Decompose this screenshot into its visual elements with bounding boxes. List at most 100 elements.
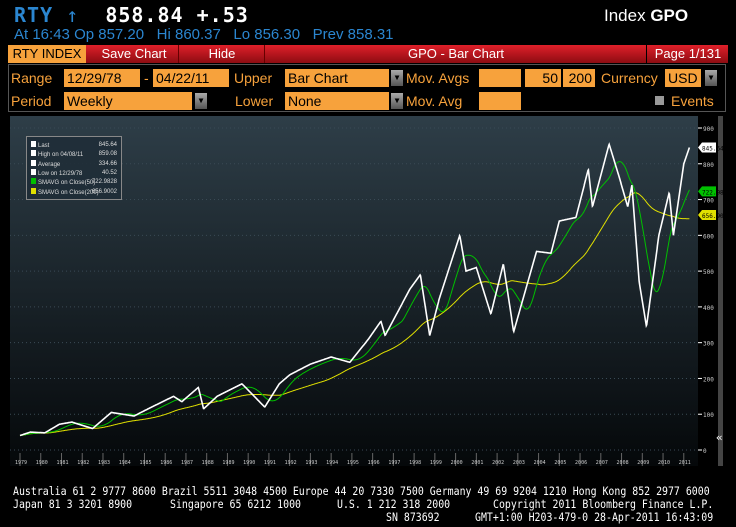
sma50-line — [19, 161, 690, 436]
scrollbar[interactable] — [718, 116, 723, 466]
range-label: Range — [11, 70, 53, 86]
y-tick-label: 300 — [703, 341, 714, 348]
legend-item: High on 04/08/11 859.08 — [31, 150, 117, 159]
x-tick-label: 1994 — [326, 460, 338, 466]
legend-item: Low on 12/29/78 40.52 — [31, 168, 117, 178]
mov-avg-3-input[interactable]: 200 — [563, 69, 595, 87]
lower-label: Lower — [235, 93, 274, 109]
chevron-down-icon[interactable]: ▼ — [195, 93, 207, 109]
x-tick-label: 1984 — [119, 460, 131, 466]
lower-select[interactable]: None — [285, 92, 389, 110]
x-tick-label: 1995 — [347, 460, 359, 466]
y-tick-label: 0 — [703, 448, 707, 455]
sma200-tag-text: 656.90 — [702, 213, 724, 220]
y-tick-label: 500 — [703, 269, 714, 276]
x-tick-label: 2007 — [596, 460, 608, 466]
quote-time: At 16:43 — [14, 26, 70, 43]
legend-value: 656.9002 — [91, 188, 117, 195]
footer-line-1: Australia 61 2 9777 8600 Brazil 5511 304… — [13, 484, 710, 498]
x-tick-label: 2009 — [637, 460, 649, 466]
net-change: +.53 — [196, 3, 249, 27]
legend-value: 334.66 — [98, 160, 117, 167]
x-tick-label: 1979 — [15, 460, 27, 466]
mov-avg-input[interactable] — [479, 92, 521, 110]
x-tick-label: 2002 — [492, 460, 504, 466]
last-price-tag-text: 845.64 — [702, 145, 724, 152]
sma50-tag: 722.98 — [698, 186, 724, 197]
price-line — [19, 142, 691, 437]
last-price-tag: 845.64 — [698, 142, 724, 153]
y-tick-label: 200 — [703, 376, 714, 383]
quote-open: Op 857.20 — [74, 26, 145, 43]
x-tick-label: 1980 — [36, 460, 48, 466]
legend-value: 859.08 — [98, 151, 117, 158]
legend-item: Average 334.66 — [31, 159, 117, 169]
x-tick-label: 1986 — [160, 460, 172, 466]
toolbar: RTY INDEX Save Chart Hide GPO - Bar Char… — [8, 45, 728, 63]
chevron-down-icon[interactable]: ▼ — [391, 93, 403, 109]
period-label: Period — [11, 93, 52, 109]
x-tick-label: 1992 — [285, 460, 297, 466]
mov-avgs-label: Mov. Avgs — [406, 70, 470, 86]
mov-avg-2-input[interactable]: 50 — [525, 69, 561, 87]
x-tick-label: 2000 — [451, 460, 463, 466]
legend-swatch — [31, 150, 36, 157]
sma50-tag-text: 722.98 — [702, 189, 724, 196]
legend-value: 40.52 — [101, 169, 117, 176]
y-tick-label: 400 — [703, 305, 714, 312]
upper-select[interactable]: Bar Chart — [285, 69, 389, 87]
legend-swatch — [31, 168, 36, 175]
range-separator: - — [144, 70, 149, 86]
quote-low: Lo 856.30 — [233, 26, 301, 43]
x-tick-label: 1999 — [430, 460, 442, 466]
ticker: RTY — [14, 3, 54, 27]
mov-avg-1-input[interactable] — [479, 69, 521, 87]
x-tick-label: 2004 — [534, 460, 546, 466]
legend-value: 845.64 — [98, 142, 117, 148]
legend-item: SMAVG on Close(200) 656.9002 — [31, 187, 117, 197]
chart-title: GPO - Bar Chart — [407, 46, 505, 61]
range-end-input[interactable]: 04/22/11 — [153, 69, 229, 87]
x-tick-label: 1990 — [243, 460, 255, 466]
chevron-down-icon[interactable]: ▼ — [705, 70, 717, 86]
currency-select[interactable]: USD — [665, 69, 701, 87]
sma50-tag-bg — [698, 186, 716, 197]
events-checkbox[interactable] — [655, 96, 664, 105]
x-tick-label: 1998 — [409, 460, 421, 466]
last-price: 858.84 — [105, 3, 184, 27]
last-price-tag-bg — [698, 142, 716, 153]
legend-swatch — [31, 178, 36, 185]
save-chart-button[interactable]: Save Chart — [90, 45, 179, 63]
function-label: Index — [604, 6, 646, 25]
x-tick-label: 1985 — [139, 460, 151, 466]
legend-swatch — [31, 187, 36, 194]
events-label: Events — [671, 93, 714, 109]
x-tick-label: 1987 — [181, 460, 193, 466]
x-tick-label: 1996 — [368, 460, 380, 466]
legend-label: SMAVG on Close(200) — [38, 189, 99, 196]
footer-singapore: Singapore 65 6212 1000 — [170, 497, 302, 511]
legend-label: Last — [38, 143, 50, 149]
quote-header: RTY ↑ 858.84 +.53 — [14, 3, 249, 27]
x-tick-label: 1983 — [98, 460, 110, 466]
legend-swatch — [31, 141, 36, 147]
x-tick-label: 1982 — [77, 460, 89, 466]
security-button[interactable]: RTY INDEX — [8, 45, 86, 63]
x-tick-label: 2001 — [471, 460, 483, 466]
hide-button[interactable]: Hide — [180, 45, 265, 63]
page-indicator[interactable]: Page 1/131 — [646, 45, 729, 63]
chevron-down-icon[interactable]: ▼ — [391, 70, 403, 86]
collapse-icon[interactable]: « — [716, 431, 723, 444]
period-select[interactable]: Weekly — [64, 92, 192, 110]
controls-panel: Range 12/29/78 - 04/22/11 Upper Bar Char… — [8, 64, 726, 112]
currency-label: Currency — [601, 70, 658, 86]
x-tick-label: 2005 — [554, 460, 566, 466]
y-tick-label: 700 — [703, 198, 714, 205]
footer-serial: SN 873692 — [386, 510, 440, 524]
footer-us: U.S. 1 212 318 2000 — [337, 497, 451, 511]
x-tick-label: 2006 — [575, 460, 587, 466]
range-start-input[interactable]: 12/29/78 — [64, 69, 140, 87]
x-tick-label: 1997 — [388, 460, 400, 466]
price-chart: « 1979 1980 1981 1982 1983 1984 1985 1986 1987 19… — [10, 116, 724, 466]
y-tick-label: 600 — [703, 233, 714, 240]
